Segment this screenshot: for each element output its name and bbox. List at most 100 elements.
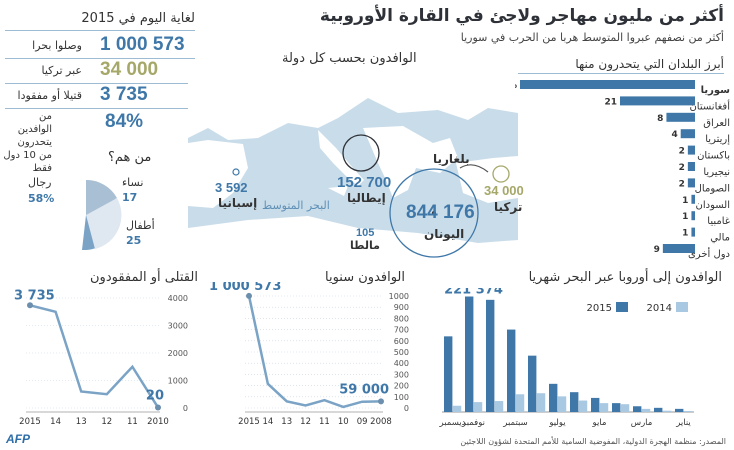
origin-bar (687, 178, 695, 188)
y-tick-label: 1000 (389, 292, 409, 301)
bar-2014 (620, 404, 630, 412)
stats-date-label: لغاية اليوم في 2015 (81, 11, 195, 26)
map-title: الوافدون بحسب كل دولة (282, 51, 417, 66)
data-point-last (378, 398, 384, 405)
pie-slice-children (86, 198, 122, 249)
turkey-arrow (459, 164, 489, 173)
map-sea-label: البحر المتوسط (262, 199, 330, 212)
map-italy-value: 152 700 (337, 174, 392, 191)
spain-marker (232, 168, 240, 176)
annotation-last: 59 000 (339, 382, 389, 397)
stat-label-dead: قتيلا أو مفقودا (17, 89, 82, 102)
bar-2014 (557, 396, 567, 412)
who-women-label: نساء (122, 176, 144, 189)
land-africa (188, 216, 518, 258)
bar-2015 (633, 406, 642, 412)
stat-label-turkey: عبر تركيا (41, 64, 83, 77)
map-italy-name: إيطاليا (347, 191, 386, 205)
deaths-chart: 0 1000 2000 3000 4000 2015 14 13 12 11 2010 3 735 20 (14, 288, 188, 427)
x-tick-label: 2015 (238, 417, 260, 427)
bar-2015 (591, 397, 600, 412)
month-label: ديسمبر (439, 418, 466, 428)
annotation-first: 1 000 573 (209, 282, 281, 294)
bar-2014 (662, 410, 672, 412)
land-north (188, 68, 518, 140)
yearly-chart: 0 100 200 300 400 500 600 700 800 900 1000 2015 14 13… (209, 282, 409, 427)
map-greece-value: 844 176 (406, 202, 475, 223)
origin-value: 4 (671, 130, 677, 140)
x-tick-label: 12 (101, 417, 112, 427)
origin-country: غامبيا (707, 216, 730, 227)
month-label: مارس (631, 418, 653, 428)
monthly-peak-label: 221 374 (444, 288, 503, 298)
land-turkey (456, 156, 518, 203)
y-tick-label: 600 (394, 337, 409, 346)
origin-bar (680, 129, 695, 139)
map-turkey-name: تركيا (494, 200, 523, 214)
origin-value: 2 (679, 147, 685, 157)
bar-2015 (654, 407, 663, 412)
map-spain-value: 3 592 (215, 180, 248, 195)
y-tick-label: 700 (394, 326, 409, 335)
bar-2014 (452, 405, 462, 412)
x-tick-label: 2008 (370, 417, 392, 427)
data-point-first (27, 302, 33, 309)
y-tick-label: 500 (394, 348, 409, 357)
land-iberia (188, 140, 248, 208)
bar-2015 (675, 408, 684, 412)
deaths-chart-title: القتلى أو المفقودون (90, 270, 198, 285)
origin-country: دول أخرى (688, 247, 730, 260)
origin-value: 1 (682, 212, 688, 222)
bar-2014 (473, 402, 483, 412)
origin-country: السودان (696, 200, 731, 211)
origin-bar (662, 244, 695, 253)
x-tick-label: 14 (50, 417, 61, 427)
origin-value: 1 (682, 229, 688, 239)
bar-2015 (549, 383, 558, 412)
month-label: نوفمبر (461, 418, 485, 428)
stats-divider (5, 83, 195, 84)
afp-logo: AFP (6, 432, 30, 446)
stats-divider (5, 108, 195, 109)
stat-value-turkey: 34 000 (100, 59, 159, 80)
x-tick-label: 11 (319, 417, 330, 427)
greece-circle (389, 168, 479, 258)
origin-bar (691, 194, 695, 204)
origin-value: 2 (679, 179, 685, 189)
data-line (29, 304, 160, 409)
map-malta-value: 105 (356, 227, 375, 239)
x-tick-label: 2010 (147, 417, 169, 427)
origin-bar (520, 80, 695, 89)
bar-2014 (683, 410, 693, 412)
y-tick-label: 300 (394, 370, 409, 379)
bar-2014 (578, 400, 588, 412)
stat-label-percent: من الوافدين يتحدرون من 10 دول فقط (3, 111, 52, 174)
map-greece-name: اليونان (424, 227, 465, 241)
y-tick-label: 4000 (168, 294, 188, 303)
monthly-chart-title: الوافدون إلى أوروبا عبر البحر شهريا (528, 270, 722, 285)
y-tick-label: 0 (183, 404, 188, 413)
origin-value: 9 (654, 245, 660, 255)
legend-2014-label: 2014 (647, 303, 672, 314)
y-tick-label: 0 (404, 404, 409, 413)
origin-country: سوريا (701, 85, 731, 96)
stats-divider (5, 30, 195, 31)
origin-country: مالي (710, 233, 730, 244)
month-label: مايو (592, 418, 607, 428)
data-point-first (246, 292, 252, 299)
bar-2015 (444, 336, 453, 412)
who-pie (82, 179, 122, 251)
land-balkans (363, 126, 458, 198)
europe-map (188, 68, 518, 258)
land-sicily (328, 186, 348, 196)
map-malta-name: مالطا (350, 239, 380, 252)
bar-2015 (612, 403, 621, 412)
who-title: من هم؟ (108, 150, 152, 165)
origin-bar (687, 145, 695, 155)
page-title: أكثر من مليون مهاجر ولاجئ في القارة الأو… (319, 6, 724, 26)
x-tick-label: 13 (281, 417, 292, 427)
map-spain-name: إسبانيا (218, 196, 258, 210)
origin-value: 8 (657, 114, 663, 124)
origin-title: أبرز البلدان التي يتحدرون منها (575, 57, 724, 71)
month-label: يناير (675, 418, 691, 428)
